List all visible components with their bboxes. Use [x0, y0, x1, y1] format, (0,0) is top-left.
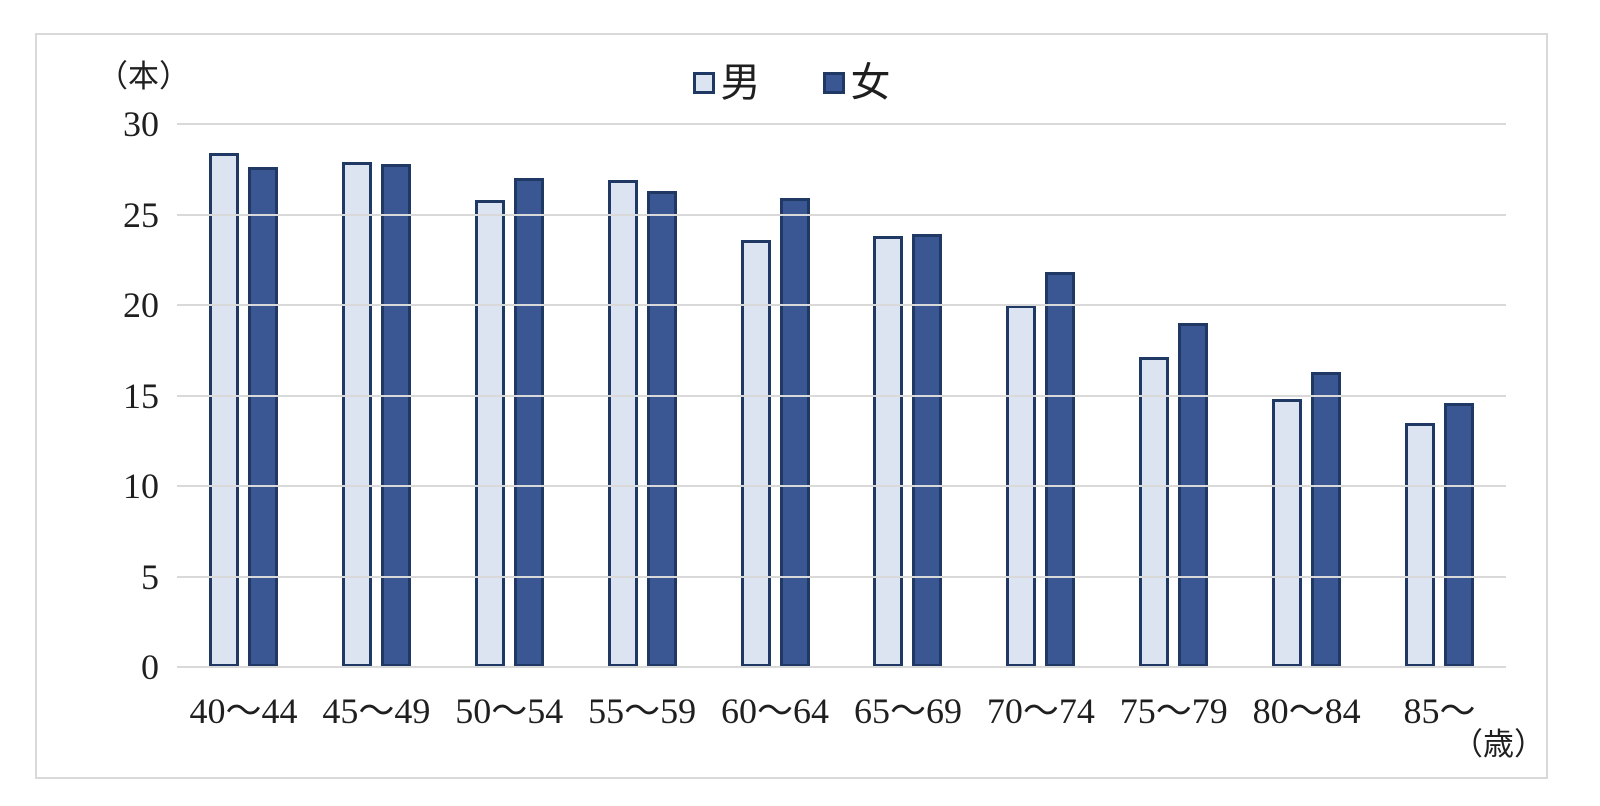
bar-female-45～49 [380, 164, 411, 667]
gridline-20 [177, 304, 1506, 306]
bar-female-85～ [1444, 403, 1475, 667]
x-axis-unit-label: （歳） [1452, 727, 1545, 762]
gridline-25 [177, 213, 1506, 216]
legend-swatch-male-icon [692, 72, 715, 94]
legend-swatch-female-icon [822, 72, 845, 94]
x-tick-label-80～84: 80～84 [1252, 691, 1361, 731]
y-tick-label-30: 30 [123, 104, 159, 144]
gridline-30 [177, 123, 1506, 125]
bar-female-60～64 [779, 198, 810, 667]
bar-male-60～64 [740, 240, 771, 667]
x-tick-label-45～49: 45～49 [322, 691, 431, 731]
chart-frame: （本） 男 女 （歳） 0 5 10 15 20 25 30 40～44 45～49 50～54 5… [35, 33, 1548, 779]
plot-area [177, 124, 1506, 667]
bar-male-85～ [1405, 423, 1436, 667]
legend-label-female: 女 [850, 60, 891, 105]
x-tick-label-40～44: 40～44 [189, 691, 298, 731]
bar-male-65～69 [873, 236, 904, 667]
x-tick-label-50～54: 50～54 [455, 691, 564, 731]
legend: 男 女 [37, 63, 1546, 103]
x-tick-label-55～59: 55～59 [588, 691, 697, 731]
bar-female-65～69 [912, 234, 943, 667]
y-tick-label-25: 25 [123, 194, 159, 235]
gridline-0 [177, 666, 1506, 668]
bar-male-80～84 [1272, 399, 1303, 667]
bar-female-40～44 [247, 167, 278, 667]
legend-label-male: 男 [720, 60, 761, 105]
gridline-5 [177, 575, 1506, 578]
legend-item-male: 男 [692, 60, 761, 105]
bar-male-40～44 [208, 153, 239, 667]
bar-male-75～79 [1139, 357, 1170, 667]
x-tick-label-60～64: 60～64 [721, 691, 830, 731]
y-tick-label-20: 20 [123, 285, 159, 325]
bar-female-50～54 [513, 178, 544, 667]
bar-female-55～59 [646, 191, 677, 667]
legend-item-female: 女 [822, 60, 891, 105]
y-tick-label-5: 5 [141, 556, 159, 597]
x-tick-label-65～69: 65～69 [853, 691, 962, 731]
x-tick-label-70～74: 70～74 [986, 691, 1095, 731]
y-tick-label-15: 15 [123, 375, 159, 416]
bar-female-70～74 [1045, 272, 1076, 667]
gridline-10 [177, 485, 1506, 487]
bar-female-80～84 [1311, 372, 1342, 667]
bar-female-75～79 [1178, 323, 1209, 667]
bar-male-45～49 [341, 162, 372, 667]
y-axis-unit-label: （本） [97, 59, 190, 94]
x-tick-label-85～: 85～ [1403, 691, 1476, 731]
y-tick-label-0: 0 [141, 647, 159, 687]
x-tick-label-75～79: 75～79 [1119, 691, 1228, 731]
y-tick-label-10: 10 [123, 466, 159, 506]
bar-male-50～54 [474, 200, 505, 667]
bar-male-55～59 [607, 180, 638, 667]
gridline-15 [177, 394, 1506, 397]
